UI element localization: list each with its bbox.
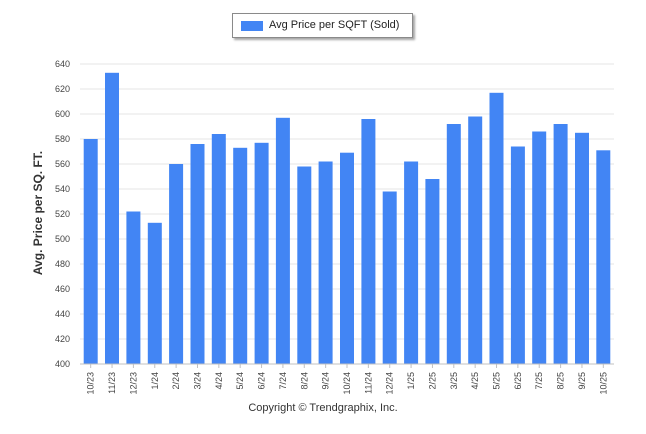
x-tick-label: 9/24	[321, 372, 331, 390]
x-tick-label: 11/23	[107, 372, 117, 394]
bar-2-25	[425, 179, 440, 364]
bar-1-24	[147, 222, 162, 365]
bar-4-24	[211, 134, 226, 364]
bar-10-24	[340, 152, 354, 364]
y-tick-label: 580	[55, 134, 70, 144]
x-tick-labels: 10/23 11/23 12/23 1/24 2/24 3/24 4/24 5/24 6/24 7…	[86, 372, 609, 395]
x-tick-label: 5/24	[235, 372, 245, 390]
bar-6-25	[510, 146, 525, 364]
bar-5-24	[233, 147, 248, 365]
bar-5-25	[489, 92, 504, 365]
bar-9-25	[575, 132, 589, 365]
x-tick-label: 4/25	[470, 372, 480, 390]
x-tick-label: 7/25	[534, 372, 544, 390]
x-tick-label: 12/23	[128, 372, 138, 395]
bars	[83, 72, 611, 365]
y-tick-label: 600	[55, 109, 70, 119]
x-tick-label: 6/24	[257, 372, 267, 390]
legend-swatch	[241, 21, 263, 31]
x-tick-label: 3/25	[449, 372, 459, 390]
bar-7-25	[532, 131, 547, 364]
x-tick-label: 8/25	[556, 372, 566, 390]
bar-10-25	[596, 150, 611, 365]
x-tick-label: 5/25	[492, 372, 502, 390]
bar-12-23	[126, 211, 141, 364]
x-tick-label: 7/24	[278, 372, 288, 390]
y-tick-label: 440	[55, 309, 70, 319]
bar-11-23	[105, 72, 119, 365]
x-tick-label: 1/24	[150, 372, 160, 390]
x-tick-label: 8/24	[299, 372, 309, 390]
x-tick-label: 9/25	[577, 372, 587, 390]
y-tick-label: 460	[55, 284, 70, 294]
bar-6-24	[254, 142, 269, 365]
bar-3-24	[190, 144, 205, 364]
bar-10-23	[83, 139, 98, 364]
bar-3-25	[446, 124, 461, 364]
x-tick-label: 11/24	[363, 372, 373, 394]
bar-9-24	[318, 161, 333, 364]
x-tick-label: 2/24	[171, 372, 181, 390]
y-tick-label: 500	[55, 234, 70, 244]
x-tick-label: 12/24	[385, 372, 395, 395]
x-tick-label: 4/24	[214, 372, 224, 390]
x-tick-label: 10/25	[598, 372, 608, 395]
y-tick-label: 420	[55, 334, 70, 344]
y-tick-label: 560	[55, 159, 70, 169]
copyright-text: Copyright © Trendgraphix, Inc.	[248, 402, 398, 414]
bar-4-25	[468, 116, 483, 364]
y-tick-labels: 400 420 440 460 480 500 520 540 560 580 600 620 640	[55, 59, 70, 369]
bar-12-24	[382, 191, 397, 364]
bar-7-24	[275, 117, 290, 365]
bar-11-24	[361, 119, 376, 364]
bar-8-25	[553, 124, 568, 364]
x-tick-label: 1/25	[406, 372, 416, 390]
x-tick-label: 2/25	[427, 372, 437, 390]
y-tick-label: 480	[55, 259, 70, 269]
axes	[80, 363, 614, 368]
y-tick-label: 520	[55, 209, 70, 219]
x-tick-label: 10/23	[86, 372, 96, 395]
x-tick-label: 10/24	[342, 372, 352, 395]
bar-8-24	[297, 166, 312, 364]
y-axis-label: Avg. Price per SQ. FT.	[31, 151, 45, 275]
y-tick-label: 640	[55, 59, 70, 69]
bar-2-24	[169, 164, 184, 364]
legend: Avg Price per SQFT (Sold)	[232, 13, 413, 38]
y-tick-label: 400	[55, 359, 70, 369]
y-tick-label: 620	[55, 84, 70, 94]
x-tick-label: 6/25	[513, 372, 523, 390]
x-tick-label: 3/24	[192, 372, 202, 390]
legend-label: Avg Price per SQFT (Sold)	[269, 19, 400, 31]
y-tick-label: 540	[55, 184, 70, 194]
bar-1-25	[404, 161, 419, 364]
